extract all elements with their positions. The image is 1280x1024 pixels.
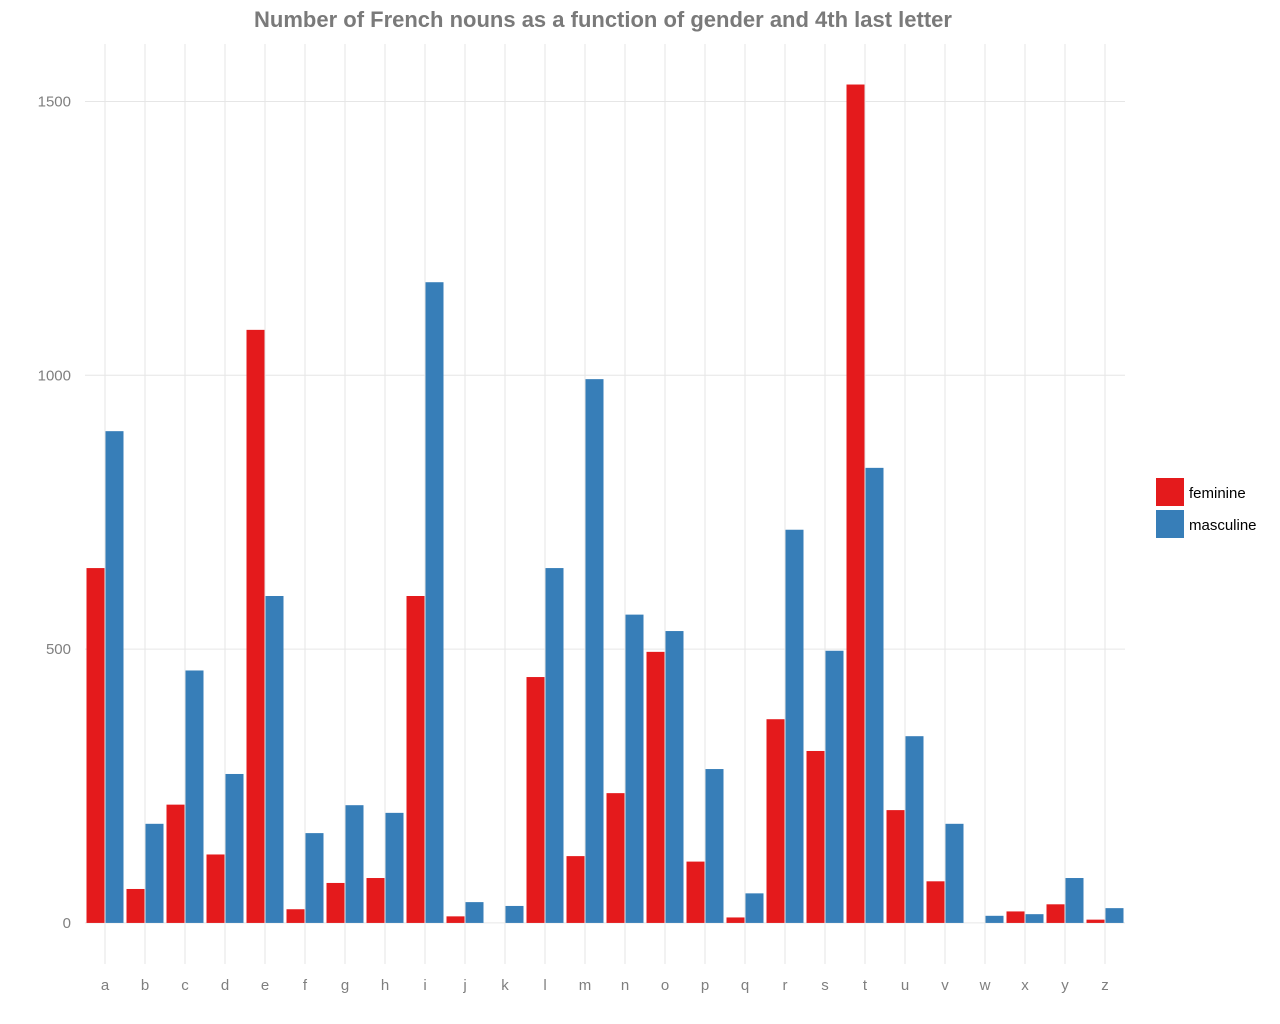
x-tick-label: c (181, 977, 189, 994)
x-tick-label: b (141, 977, 149, 994)
bar-masculine-c (185, 670, 204, 923)
y-tick-label: 0 (63, 915, 71, 932)
x-axis-ticks: a b c d e f g h i j k l m n o p q r s t u v w x y z (101, 977, 1109, 994)
x-tick-label: o (661, 977, 669, 994)
bar-feminine-n (606, 793, 625, 923)
bar-feminine-t (846, 84, 865, 923)
x-tick-label: m (579, 977, 592, 994)
bar-feminine-x (1006, 911, 1025, 923)
x-tick-label: z (1101, 977, 1109, 994)
bar-feminine-g (326, 882, 345, 923)
x-tick-label: j (462, 977, 466, 994)
bar-masculine-j (465, 902, 484, 923)
chart-title: Number of French nouns as a function of … (254, 7, 952, 32)
bar-masculine-i (425, 282, 444, 923)
bar-masculine-n (625, 614, 644, 923)
legend-key-masculine (1156, 510, 1184, 538)
bar-masculine-d (225, 773, 244, 923)
bar-feminine-f (286, 909, 305, 923)
bar-masculine-u (905, 736, 924, 923)
bar-feminine-u (886, 810, 905, 923)
y-tick-label: 1000 (38, 367, 71, 384)
x-tick-label: l (543, 977, 546, 994)
bar-masculine-p (705, 769, 724, 923)
bar-feminine-m (566, 856, 585, 923)
bar-masculine-y (1065, 878, 1084, 923)
x-tick-label: d (221, 977, 229, 994)
legend-key-feminine (1156, 478, 1184, 506)
bar-feminine-v (926, 881, 945, 923)
x-tick-label: n (621, 977, 629, 994)
bar-masculine-w (985, 915, 1004, 923)
x-tick-label: f (303, 977, 308, 994)
grid (85, 44, 1125, 964)
x-tick-label: u (901, 977, 909, 994)
bar-masculine-r (785, 529, 804, 923)
bar-masculine-a (105, 431, 124, 923)
bar-feminine-r (766, 719, 785, 923)
bar-masculine-b (145, 823, 164, 923)
bar-feminine-d (206, 854, 225, 923)
bar-feminine-b (126, 888, 145, 923)
bar-masculine-s (825, 650, 844, 923)
x-tick-label: y (1061, 977, 1069, 994)
x-tick-label: q (741, 977, 749, 994)
legend-label-feminine: feminine (1189, 485, 1246, 502)
x-tick-label: i (423, 977, 426, 994)
bar-feminine-i (406, 596, 425, 923)
x-tick-label: e (261, 977, 269, 994)
bar-masculine-l (545, 568, 564, 923)
bar-masculine-h (385, 812, 404, 923)
x-tick-label: s (821, 977, 829, 994)
bar-feminine-p (686, 861, 705, 923)
x-tick-label: x (1021, 977, 1029, 994)
bar-masculine-o (665, 631, 684, 923)
bar-masculine-v (945, 823, 964, 923)
bar-feminine-o (646, 651, 665, 923)
bar-feminine-a (86, 568, 105, 923)
bar-feminine-c (166, 804, 185, 923)
bar-masculine-z (1105, 908, 1124, 923)
bar-feminine-e (246, 329, 265, 923)
bar-masculine-q (745, 893, 764, 923)
bar-masculine-k (505, 905, 524, 923)
bar-feminine-y (1046, 904, 1065, 923)
bar-masculine-m (585, 379, 604, 923)
x-tick-label: a (101, 977, 110, 994)
x-tick-label: v (941, 977, 949, 994)
x-tick-label: w (979, 977, 991, 994)
y-tick-label: 500 (46, 641, 71, 658)
x-tick-label: p (701, 977, 709, 994)
x-tick-label: k (501, 977, 509, 994)
legend-label-masculine: masculine (1189, 517, 1257, 534)
bar-feminine-s (806, 750, 825, 923)
bar-masculine-g (345, 805, 364, 923)
bar-feminine-l (526, 677, 545, 923)
bar-feminine-z (1086, 919, 1105, 923)
y-tick-label: 1500 (38, 94, 71, 111)
bar-masculine-e (265, 596, 284, 923)
x-tick-label: g (341, 977, 349, 994)
bar-masculine-x (1025, 914, 1044, 923)
bar-masculine-f (305, 833, 324, 923)
x-tick-label: h (381, 977, 389, 994)
x-tick-label: t (863, 977, 868, 994)
bar-feminine-q (726, 917, 745, 923)
y-axis-ticks: 0 500 1000 1500 (38, 94, 71, 932)
bar-feminine-j (446, 916, 465, 923)
x-tick-label: r (783, 977, 788, 994)
bar-feminine-h (366, 878, 385, 923)
bar-masculine-t (865, 467, 884, 923)
legend: feminine masculine (1156, 478, 1257, 538)
bars (86, 84, 1124, 923)
